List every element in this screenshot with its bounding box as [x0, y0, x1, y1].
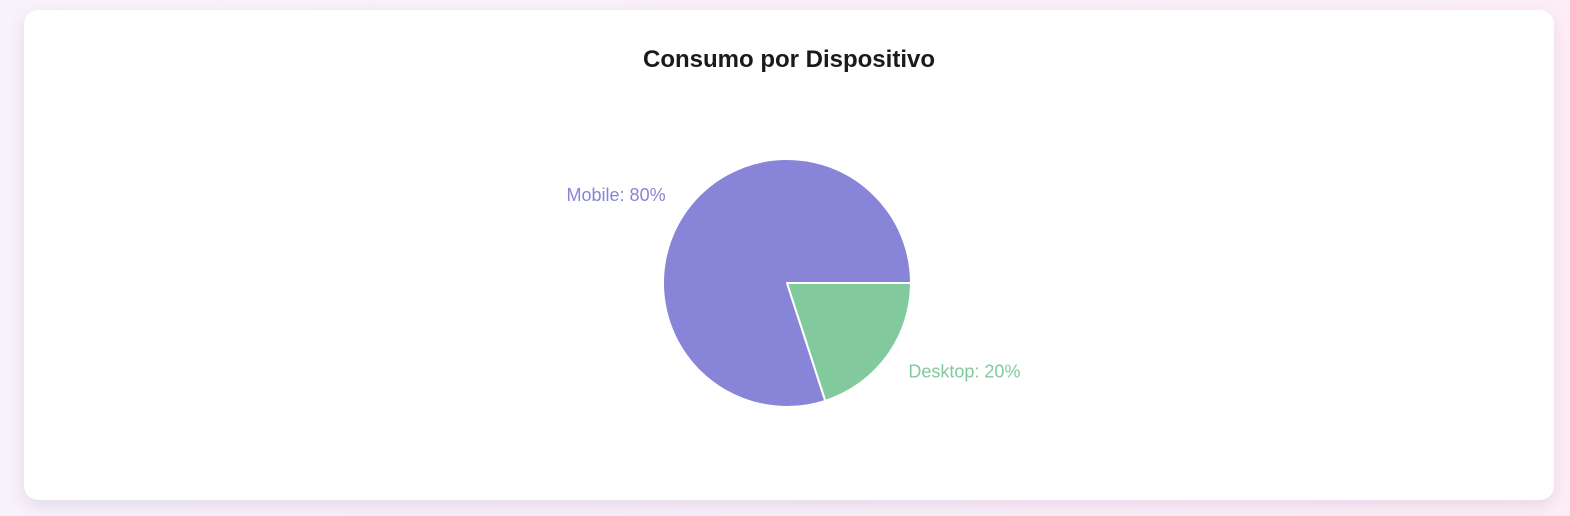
pie-label-desktop: Desktop: 20%	[908, 362, 1020, 382]
chart-title: Consumo por Dispositivo	[642, 46, 935, 73]
pie-label-mobile: Mobile: 80%	[567, 185, 666, 205]
chart-card: Consumo por Dispositivo Mobile: 80% Deskt…	[24, 10, 1554, 500]
pie-slice-desktop[interactable]	[786, 282, 912, 402]
pie-chart: Mobile: 80% Desktop: 20%	[567, 157, 1020, 408]
